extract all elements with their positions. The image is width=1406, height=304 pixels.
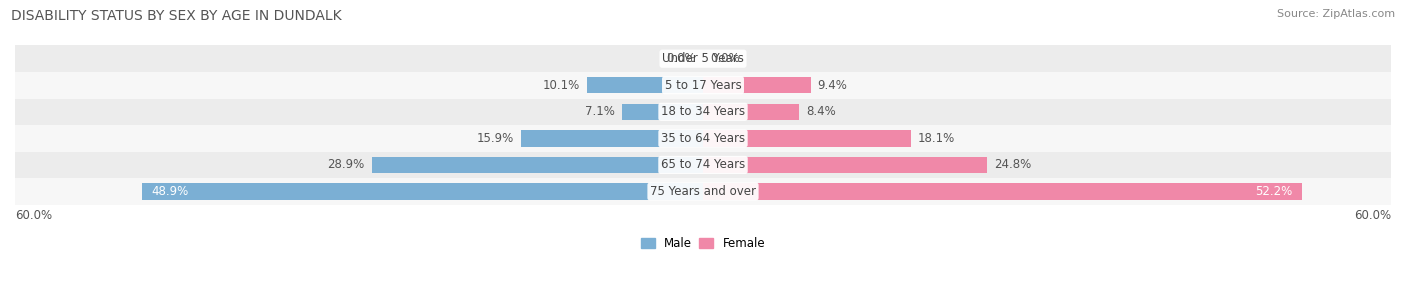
Text: 18 to 34 Years: 18 to 34 Years — [661, 105, 745, 118]
Bar — [371, 157, 703, 173]
Bar — [703, 130, 911, 147]
Bar — [703, 77, 811, 94]
Text: 9.4%: 9.4% — [818, 79, 848, 92]
Bar — [703, 183, 1302, 200]
Text: 65 to 74 Years: 65 to 74 Years — [661, 158, 745, 171]
Text: 7.1%: 7.1% — [585, 105, 614, 118]
Text: 60.0%: 60.0% — [15, 209, 52, 222]
Text: 15.9%: 15.9% — [477, 132, 513, 145]
Bar — [703, 104, 800, 120]
Text: Under 5 Years: Under 5 Years — [662, 52, 744, 65]
Text: 24.8%: 24.8% — [994, 158, 1032, 171]
Text: 60.0%: 60.0% — [1354, 209, 1391, 222]
Text: 5 to 17 Years: 5 to 17 Years — [665, 79, 741, 92]
Bar — [621, 104, 703, 120]
Text: 35 to 64 Years: 35 to 64 Years — [661, 132, 745, 145]
Bar — [15, 178, 1391, 205]
Bar — [15, 45, 1391, 72]
Bar — [520, 130, 703, 147]
Bar — [15, 98, 1391, 125]
Text: 48.9%: 48.9% — [152, 185, 188, 198]
Text: 0.0%: 0.0% — [710, 52, 740, 65]
Text: 8.4%: 8.4% — [806, 105, 837, 118]
Bar — [15, 152, 1391, 178]
Bar — [15, 72, 1391, 98]
Bar — [15, 125, 1391, 152]
Bar — [142, 183, 703, 200]
Bar — [588, 77, 703, 94]
Text: Source: ZipAtlas.com: Source: ZipAtlas.com — [1277, 9, 1395, 19]
Text: 0.0%: 0.0% — [666, 52, 696, 65]
Bar — [703, 157, 987, 173]
Text: 52.2%: 52.2% — [1256, 185, 1292, 198]
Text: 10.1%: 10.1% — [543, 79, 581, 92]
Text: DISABILITY STATUS BY SEX BY AGE IN DUNDALK: DISABILITY STATUS BY SEX BY AGE IN DUNDA… — [11, 9, 342, 23]
Text: 28.9%: 28.9% — [328, 158, 364, 171]
Text: 18.1%: 18.1% — [918, 132, 955, 145]
Text: 75 Years and over: 75 Years and over — [650, 185, 756, 198]
Legend: Male, Female: Male, Female — [641, 237, 765, 250]
